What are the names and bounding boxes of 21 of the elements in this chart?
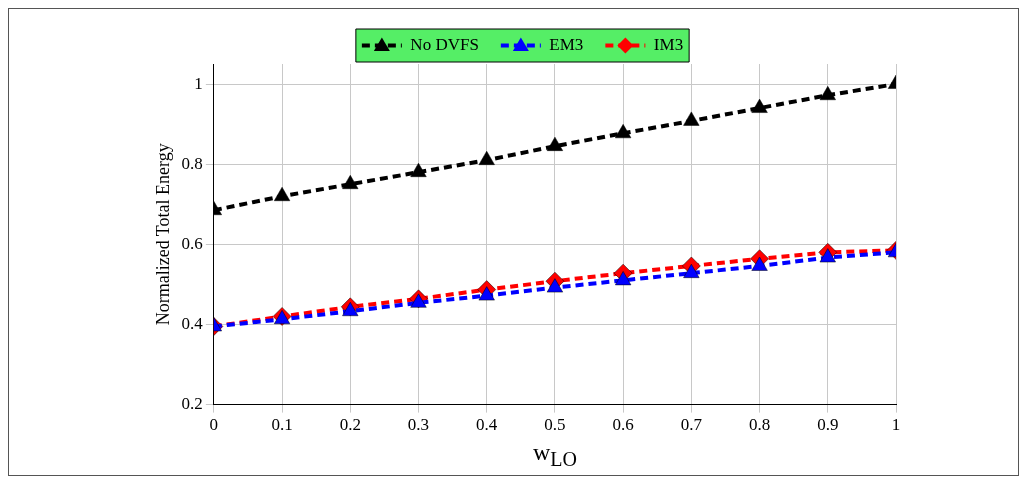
x-tick-label: 0 (209, 415, 219, 435)
x-axis-title: w$_{LO}$ (532, 439, 578, 471)
x-tick-label: 0.4 (476, 415, 498, 435)
x-tick-label: 0.3 (407, 415, 430, 435)
x-tick-label: 0.6 (612, 415, 634, 435)
x-tick-label: 0.5 (544, 415, 566, 435)
y-tick-label: 1 (194, 73, 203, 93)
x-tick-label: 0.9 (817, 415, 839, 435)
x-tick-label: 0.7 (680, 415, 703, 435)
y-tick-label: 0.4 (181, 313, 204, 333)
y-tick-label: 0.6 (181, 233, 203, 253)
x-tick-label: 0.1 (271, 415, 293, 435)
y-axis-title: Normalized Total Energy (152, 143, 173, 326)
x-tick-label: 0.2 (339, 415, 361, 435)
x-tick-label: 0.8 (748, 415, 771, 435)
legend-label: IM3 (653, 34, 684, 54)
legend-label: No DVFS (410, 34, 479, 54)
y-tick-label: 0.8 (181, 153, 203, 173)
legend-label: EM3 (549, 34, 584, 54)
y-tick-label: 0.2 (181, 394, 203, 414)
x-tick-label: 1 (891, 415, 901, 435)
